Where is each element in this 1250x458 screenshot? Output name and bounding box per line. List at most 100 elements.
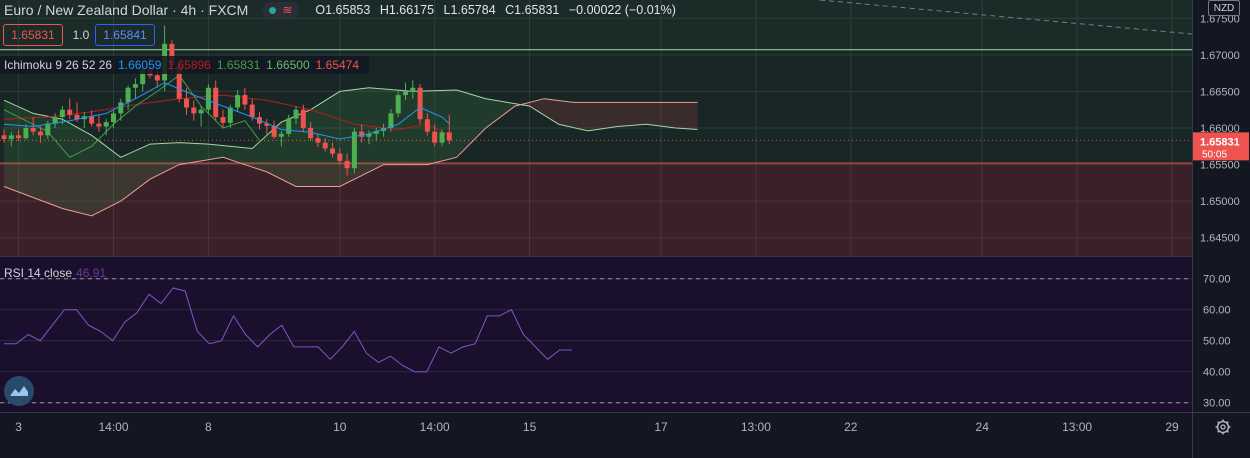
tradingview-logo-icon[interactable] [4,376,34,406]
candle-body [403,91,408,96]
cloud-segment [186,142,194,164]
cloud-segment [91,135,99,216]
cloud-segment [164,142,172,172]
sell-button[interactable]: 1.65831 [3,24,63,46]
cloud-segment [113,151,121,205]
cloud-segment [179,142,187,165]
cloud-segment [500,101,508,118]
cloud-segment [40,114,48,203]
cloud-segment [690,102,698,130]
cloud-segment [317,100,326,187]
candle-body [330,148,335,154]
price-tick-label: 1.65000 [1200,196,1240,208]
rsi-line [4,287,572,373]
candle-body [205,87,211,110]
cloud-segment [252,141,260,170]
ichimoku-lagging-value: 1.65831 [216,58,261,72]
candle-body [1,135,7,139]
cloud-segment [493,99,501,123]
time-tick-label: 13:00 [1062,420,1092,434]
candle-body [359,131,365,137]
candle-body [439,132,445,143]
time-tick-label: 22 [844,420,858,434]
cloud-segment [128,150,136,196]
rsi-tick-label: 40.00 [1203,367,1231,379]
bar-countdown: 50:05 [1202,149,1227,160]
cloud-segment [617,102,625,127]
time-tick-label: 14:00 [98,420,128,434]
price-tick-label: 1.65500 [1200,160,1240,172]
candle-body [154,75,160,81]
ichimoku-lead-a-line [3,87,698,158]
cloud-segment [98,140,107,213]
price-tick-label: 1.66000 [1200,123,1240,135]
cloud-segment [201,143,209,161]
cloud-segment [244,147,253,168]
candle-body [16,135,22,139]
ohlc-open: O1.65853 [315,3,371,17]
cloud-segment [682,102,691,129]
cloud-segment [106,146,114,209]
market-status-pill[interactable]: ≋ [262,2,300,18]
cloud-segment [456,89,464,158]
cloud-segment [383,88,391,165]
cloud-segment [580,102,588,131]
cloud-segment [653,102,661,127]
ichimoku-label: Ichimoku 9 26 52 26 [4,58,113,72]
candle-body [424,119,430,132]
cloud-segment [675,102,683,129]
ichimoku-legend[interactable]: Ichimoku 9 26 52 26 1.66059 1.65896 1.65… [0,56,370,74]
price-pane[interactable] [0,0,1193,412]
cloud-segment [427,90,435,165]
ohlc-low: L1.65784 [443,3,496,17]
rsi-pane[interactable] [0,257,1192,412]
rsi-tick-label: 60.00 [1203,305,1231,317]
candle-body [235,95,241,108]
time-tick-label: 17 [654,420,668,434]
cloud-segment [120,153,129,202]
rsi-legend[interactable]: RSI 14 close 46.91 [4,266,106,280]
candle-body [227,107,233,123]
currency-badge[interactable]: NZD [1208,0,1240,16]
market-open-dot [269,6,277,14]
cloud-segment [69,123,77,213]
quantity-field[interactable]: 1.0 [72,28,90,42]
cloud-segment [661,102,669,128]
cloud-segment [4,100,12,190]
price-tick-label: 1.66500 [1200,86,1240,98]
price-tick-label: 1.67000 [1200,50,1240,62]
cloud-segment [259,135,267,172]
cloud-segment [55,117,63,209]
buy-button[interactable]: 1.65841 [95,24,155,46]
rsi-pane-bg [0,257,1192,412]
cloud-segment [62,119,70,211]
candle-body [337,153,343,161]
cloud-segment [566,101,574,128]
symbol-title[interactable]: Euro / New Zealand Dollar · 4h · FXCM [4,2,249,18]
candle-body [176,65,182,99]
candle-body [446,132,452,141]
candle-body [388,113,394,128]
cloud-segment [602,102,610,129]
candle-body [125,87,131,103]
candle-body [373,130,379,134]
time-tick-label: 29 [1165,420,1179,434]
cloud-segment [135,147,143,191]
cloud-segment [507,102,515,112]
wave-icon: ≋ [282,3,293,17]
candle-body [169,43,175,66]
gear-icon[interactable] [1214,418,1232,436]
cloud-segment [434,90,442,163]
cloud-segment [646,102,654,126]
cloud-segment [668,102,676,128]
rsi-label: RSI 14 close [4,266,73,280]
ichimoku-conversion-value: 1.66059 [118,58,162,72]
candle-body [344,160,350,169]
cloud-segment [332,91,340,187]
time-tick-label: 3 [15,420,22,434]
candle-body [308,128,314,139]
candle-body [432,131,438,143]
cloud-segment [193,143,202,163]
candle-body [191,107,197,114]
cloud-segment [573,102,581,130]
